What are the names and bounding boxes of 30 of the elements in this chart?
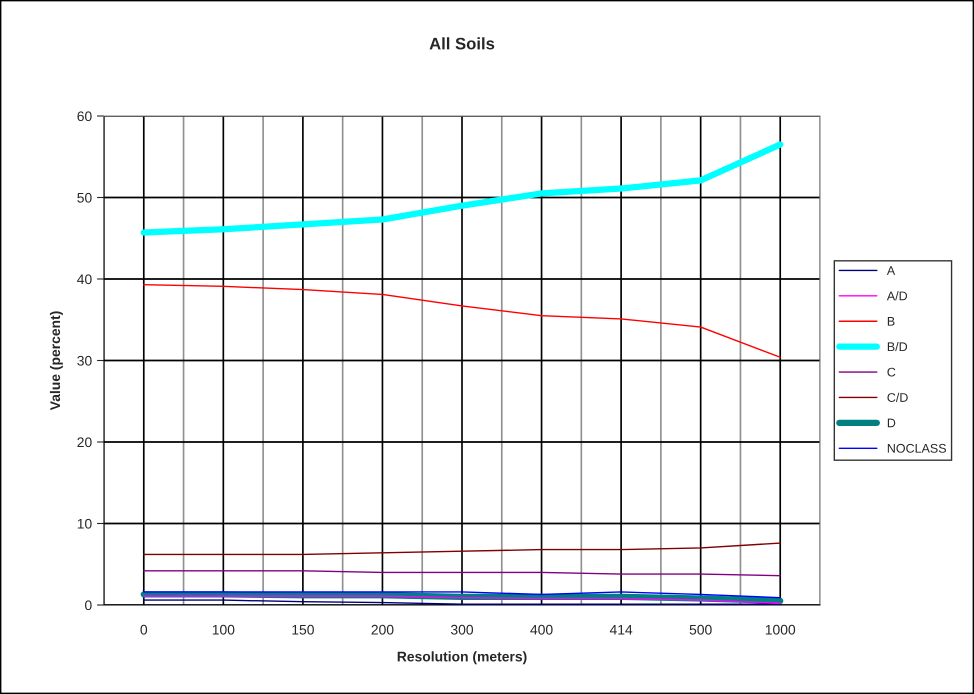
y-tick-label: 60 <box>77 111 92 122</box>
x-tick-label: 150 <box>292 624 314 635</box>
line-series <box>143 284 781 358</box>
legend-label: D <box>888 418 896 428</box>
legend-label: B <box>888 317 894 326</box>
legend-label: A/D <box>886 291 908 300</box>
y-tick-label: 0 <box>85 600 92 610</box>
y-tick-label: 50 <box>77 192 92 203</box>
chart-title: All Soils <box>430 37 494 50</box>
legend-label: C/D <box>887 392 908 402</box>
legend-label: C <box>887 368 896 377</box>
legend-label: B/D <box>888 342 908 352</box>
y-tick-label: 20 <box>77 437 92 448</box>
line-series <box>143 542 781 556</box>
line-series <box>143 595 781 604</box>
legend-label: A <box>886 266 896 275</box>
y-tick-label: 10 <box>78 518 92 529</box>
x-tick-label: 200 <box>372 624 394 635</box>
y-tick-label: 30 <box>77 356 92 366</box>
x-tick-label: 400 <box>530 624 553 635</box>
y-tick-label: 40 <box>77 274 92 284</box>
x-tick-label: 414 <box>610 624 632 635</box>
legend-label: NOCLASS <box>888 444 946 453</box>
x-tick-label: 100 <box>212 624 234 635</box>
x-tick-label: 300 <box>450 624 474 635</box>
x-tick-label: 1000 <box>766 624 796 635</box>
x-axis-title: Resolution (meters) <box>398 651 527 664</box>
x-tick-label: 0 <box>140 624 148 635</box>
y-axis-title: Value (percent) <box>50 311 63 410</box>
x-tick-label: 500 <box>690 624 712 635</box>
